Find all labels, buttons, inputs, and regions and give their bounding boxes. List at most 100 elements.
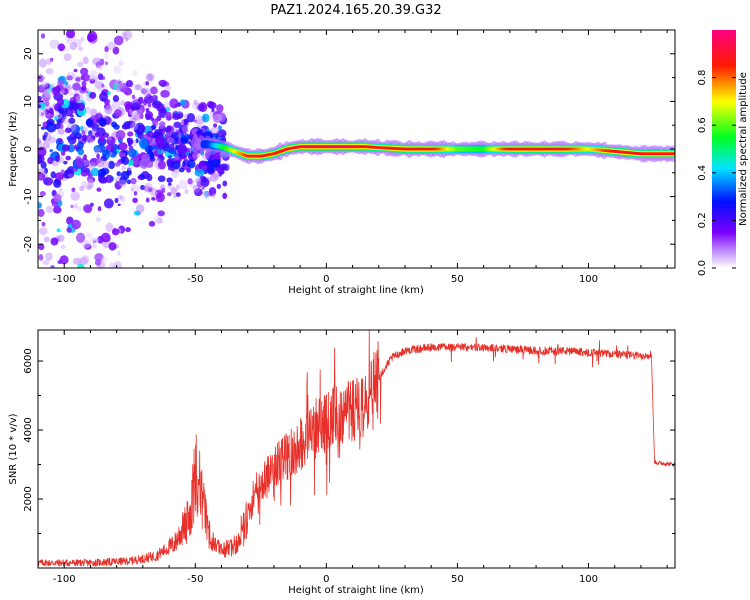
spectrogram-blob bbox=[40, 112, 45, 116]
spectrogram-blob bbox=[166, 177, 173, 183]
spectrogram-blob bbox=[140, 87, 149, 94]
spectrogram-blob bbox=[177, 132, 182, 139]
spectrogram-blob bbox=[86, 184, 92, 191]
spectrogram-blob bbox=[222, 180, 228, 187]
spectrogram-blob bbox=[92, 243, 97, 249]
spectrogram-blob bbox=[38, 107, 48, 118]
spectrogram-blob bbox=[145, 111, 154, 119]
spectrogram-blob bbox=[101, 255, 108, 262]
spectrogram-blob bbox=[152, 119, 157, 125]
x-tick-label: 0 bbox=[323, 574, 329, 585]
spectrogram-blob bbox=[112, 227, 117, 234]
spectrogram-blob bbox=[65, 30, 76, 39]
spectrogram-blob bbox=[104, 46, 109, 53]
spectrogram-blob bbox=[211, 172, 220, 180]
spectrogram-blob bbox=[150, 117, 154, 122]
spectrogram-blob bbox=[101, 83, 105, 88]
spectrogram-blob bbox=[178, 179, 188, 190]
x-tick-label: -100 bbox=[53, 274, 76, 285]
spectrogram-blob bbox=[190, 182, 196, 189]
spectrogram-blob bbox=[53, 206, 62, 214]
spectrogram-blob bbox=[153, 129, 161, 138]
spectrogram-blob bbox=[204, 190, 210, 198]
spectrogram-blob bbox=[65, 39, 71, 45]
spectrogram-blob bbox=[139, 158, 150, 169]
spectrogram-blob bbox=[41, 221, 46, 227]
spectrogram-blob bbox=[130, 102, 141, 111]
spectrogram-blob bbox=[106, 136, 116, 146]
spectrogram-blob bbox=[73, 38, 82, 48]
spectrogram-blob bbox=[46, 122, 57, 133]
spectrogram-blob bbox=[148, 220, 156, 227]
spectrogram-blob bbox=[165, 142, 171, 149]
spectrogram-blob bbox=[64, 168, 75, 179]
spectrogram-blob bbox=[158, 79, 167, 87]
spectrogram-blob bbox=[152, 95, 156, 100]
spectrogram-blob bbox=[83, 154, 87, 161]
spectrogram-blob bbox=[70, 204, 74, 209]
spectrogram-blob bbox=[122, 85, 126, 92]
spectrogram-blob bbox=[157, 160, 166, 170]
spectrogram-blob bbox=[117, 142, 128, 151]
spectrogram-blob bbox=[104, 53, 109, 60]
spectrogram-blob bbox=[167, 155, 172, 159]
spectrogram-blob bbox=[122, 30, 133, 41]
spectrogram-blob bbox=[66, 227, 72, 233]
colorbar-tick-label: 0.0 bbox=[697, 260, 708, 276]
spectrogram-blob bbox=[38, 102, 46, 110]
spectrogram-blob bbox=[120, 100, 125, 106]
spectrogram-blob bbox=[43, 177, 54, 186]
spectrogram-blob bbox=[38, 95, 42, 101]
spectrogram-blob bbox=[194, 115, 204, 125]
spectrogram-blob bbox=[56, 228, 61, 233]
spectrogram-blob bbox=[119, 82, 129, 93]
spectrogram-blob bbox=[38, 202, 43, 209]
spectrogram-blob bbox=[134, 191, 138, 196]
spectrogram-blob bbox=[120, 195, 126, 202]
spectrogram-blob bbox=[155, 158, 161, 162]
spectrogram-blob bbox=[38, 172, 46, 181]
spectrogram-blob bbox=[39, 190, 46, 197]
y-tick-label: 6000 bbox=[23, 348, 34, 373]
spectrogram-blob bbox=[133, 191, 138, 196]
spectrogram-blob bbox=[103, 114, 108, 120]
spectrogram-blob bbox=[57, 43, 66, 52]
spectrogram-blob bbox=[193, 99, 198, 106]
spectrogram-blob bbox=[211, 158, 221, 168]
spectrogram-blob bbox=[160, 89, 170, 98]
snr-background bbox=[38, 330, 675, 568]
spectrogram-blob bbox=[127, 148, 137, 158]
spectrogram-blob bbox=[86, 175, 94, 184]
spectrogram-blob bbox=[59, 255, 69, 265]
spectrogram-blob bbox=[53, 178, 62, 188]
spectrogram-blob bbox=[132, 113, 141, 122]
spectrogram-blob bbox=[58, 138, 63, 143]
colorbar-label: Normalized spectral amplitude bbox=[738, 72, 749, 226]
spectrogram-blob bbox=[138, 137, 149, 149]
spectrogram-blob bbox=[107, 41, 116, 51]
spectrogram-blob bbox=[80, 181, 88, 189]
spectrogram-blob bbox=[98, 117, 107, 127]
spectrogram-blob bbox=[157, 210, 165, 217]
spectrogram-blob bbox=[38, 254, 44, 261]
spectrogram-blob bbox=[77, 102, 85, 112]
spectrogram-blob bbox=[65, 155, 72, 161]
spectrogram-blob bbox=[164, 84, 172, 91]
spectrogram-blob bbox=[38, 74, 44, 83]
spectrogram-blob bbox=[132, 83, 140, 91]
x-tick-label: 50 bbox=[451, 274, 464, 285]
spectrogram-blob bbox=[42, 141, 51, 149]
spectrogram-blob bbox=[93, 145, 101, 153]
spectrogram-blob bbox=[177, 143, 187, 155]
spectrogram-blob bbox=[54, 123, 61, 130]
spectrogram-blob bbox=[41, 81, 49, 88]
y-tick-label: 4000 bbox=[23, 417, 34, 442]
spectrogram-blob bbox=[100, 232, 111, 243]
spectrogram-blob bbox=[186, 167, 192, 173]
spectrogram-marks bbox=[38, 30, 675, 268]
spectrogram-blob bbox=[71, 219, 82, 230]
colorbar-tick-label: 0.4 bbox=[697, 165, 708, 181]
colorbar-tick-label: 0.6 bbox=[697, 117, 708, 133]
spectrogram-blob bbox=[77, 148, 85, 156]
spectrogram-blob bbox=[79, 256, 88, 266]
